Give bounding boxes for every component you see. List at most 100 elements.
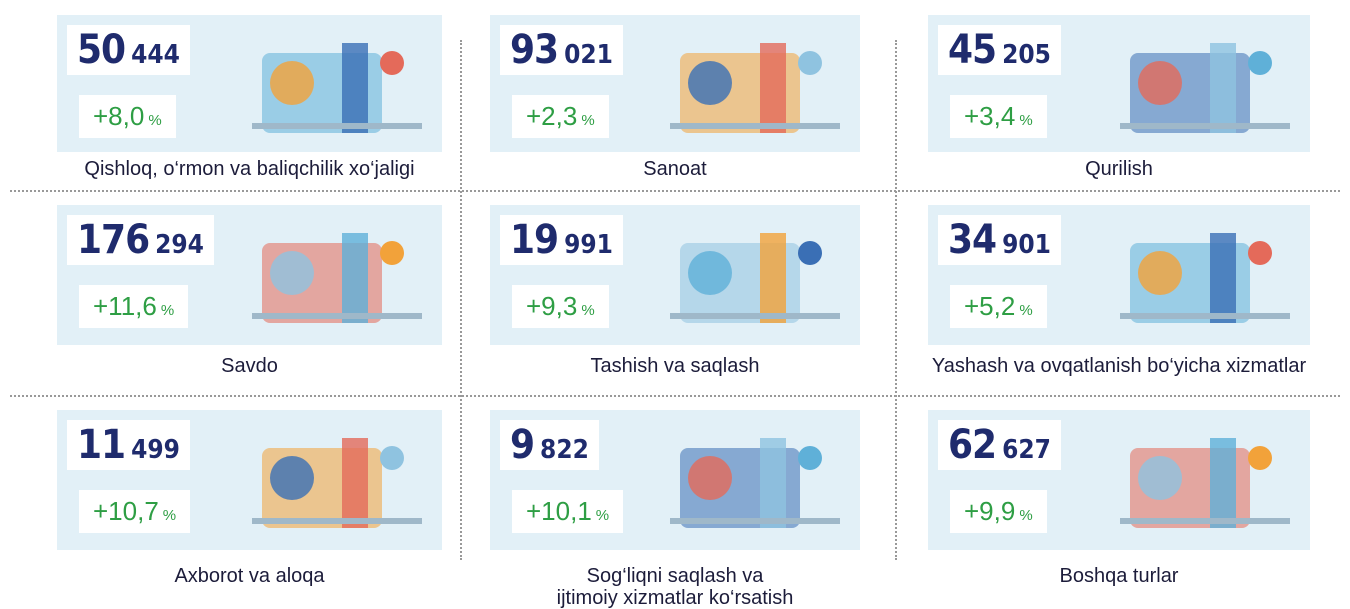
shape [342, 43, 368, 133]
shape [688, 251, 732, 295]
illustration [1120, 233, 1290, 323]
sector-card: 19 991 +9,3% [490, 205, 860, 345]
count-major: 19 [510, 217, 559, 263]
shape [1210, 233, 1236, 323]
shape [760, 233, 786, 323]
count-major: 9 [510, 422, 535, 468]
change: +5,2 [964, 291, 1016, 321]
illustration [670, 43, 840, 133]
sector-card: 62 627 +9,9% [928, 410, 1310, 550]
sector-label: Sog‘liqni saqlash va ijtimoiy xizmatlar k… [440, 565, 910, 609]
shape [252, 313, 422, 319]
sector-card: 93 021 +2,3% [490, 15, 860, 152]
shape [798, 51, 822, 75]
shape [1248, 446, 1272, 470]
count-box: 45 205 [938, 25, 1061, 75]
label-line: Qurilish [1085, 158, 1153, 180]
sector-card: 34 901 +5,2% [928, 205, 1310, 345]
shape [252, 123, 422, 129]
count-box: 19 991 [500, 215, 623, 265]
shape [1138, 456, 1182, 500]
separator [10, 190, 1340, 192]
illustration [252, 43, 422, 133]
change: +10,7 [93, 496, 159, 526]
change: +9,9 [964, 496, 1016, 526]
sector-card: 11 499 +10,7% [57, 410, 442, 550]
illustration [252, 233, 422, 323]
count-minor: 444 [131, 40, 180, 70]
illustration [1120, 438, 1290, 528]
separator [895, 40, 897, 560]
label-line: Boshqa turlar [1059, 565, 1179, 587]
shape [1248, 241, 1272, 265]
count-major: 62 [948, 422, 997, 468]
sector-label: Sanoat [440, 158, 910, 180]
shape [1138, 251, 1182, 295]
count-minor: 021 [564, 40, 613, 70]
change-box: +9,3% [512, 285, 609, 328]
count-box: 50 444 [67, 25, 190, 75]
change-unit: % [581, 302, 595, 319]
shape [380, 51, 404, 75]
count-major: 176 [77, 217, 150, 263]
shape [1210, 43, 1236, 133]
shape [760, 43, 786, 133]
shape [670, 518, 840, 524]
shape [688, 61, 732, 105]
change-unit: % [162, 507, 177, 524]
count-box: 34 901 [938, 215, 1061, 265]
count-box: 93 021 [500, 25, 623, 75]
count-major: 34 [948, 217, 997, 263]
change-box: +9,9% [950, 490, 1047, 533]
sector-card: 45 205 +3,4% [928, 15, 1310, 152]
change: +11,6 [93, 291, 157, 321]
shape [670, 313, 840, 319]
change-box: +10,7% [79, 490, 191, 533]
change-box: +2,3% [512, 95, 609, 138]
shape [688, 456, 732, 500]
sector-label: Axborot va aloqa [7, 565, 492, 587]
change-box: +11,6% [79, 285, 189, 328]
shape [252, 518, 422, 524]
count-box: 176 294 [67, 215, 214, 265]
shape [380, 241, 404, 265]
illustration [1120, 43, 1290, 133]
illustration [670, 438, 840, 528]
count-minor: 294 [155, 230, 204, 260]
label-line: Savdo [221, 355, 278, 377]
change-unit: % [595, 507, 610, 524]
sector-label: Savdo [7, 355, 492, 377]
count-minor: 205 [1002, 40, 1051, 70]
count-major: 93 [510, 27, 559, 73]
count-major: 45 [948, 27, 997, 73]
change-unit: % [1019, 507, 1033, 524]
shape [670, 123, 840, 129]
change-unit: % [1019, 112, 1033, 129]
count-minor: 822 [540, 435, 589, 465]
change: +9,3 [526, 291, 578, 321]
sector-label: Qishloq, o‘rmon va baliqchilik xo‘jaligi [7, 158, 492, 180]
count-minor: 991 [564, 230, 613, 260]
shape [760, 438, 786, 528]
change-box: +3,4% [950, 95, 1047, 138]
label-line: Yashash va ovqatlanish bo‘yicha xizmatla… [931, 355, 1307, 377]
count-major: 11 [77, 422, 126, 468]
label-line: Qishloq, o‘rmon va baliqchilik xo‘jaligi [84, 158, 415, 180]
change-box: +5,2% [950, 285, 1047, 328]
shape [270, 61, 314, 105]
sector-card: 50 444 +8,0% [57, 15, 442, 152]
label-line: Sog‘liqni saqlash va [586, 565, 764, 587]
change: +3,4 [964, 101, 1016, 131]
sector-card: 176 294 +11,6% [57, 205, 442, 345]
shape [342, 438, 368, 528]
change-unit: % [148, 112, 162, 129]
change: +8,0 [93, 101, 145, 131]
illustration [670, 233, 840, 323]
sector-label: Boshqa turlar [878, 565, 1350, 587]
count-minor: 627 [1002, 435, 1051, 465]
change-unit: % [1019, 302, 1033, 319]
change-box: +10,1% [512, 490, 624, 533]
shape [1138, 61, 1182, 105]
shape [1120, 313, 1290, 319]
separator [10, 395, 1340, 397]
